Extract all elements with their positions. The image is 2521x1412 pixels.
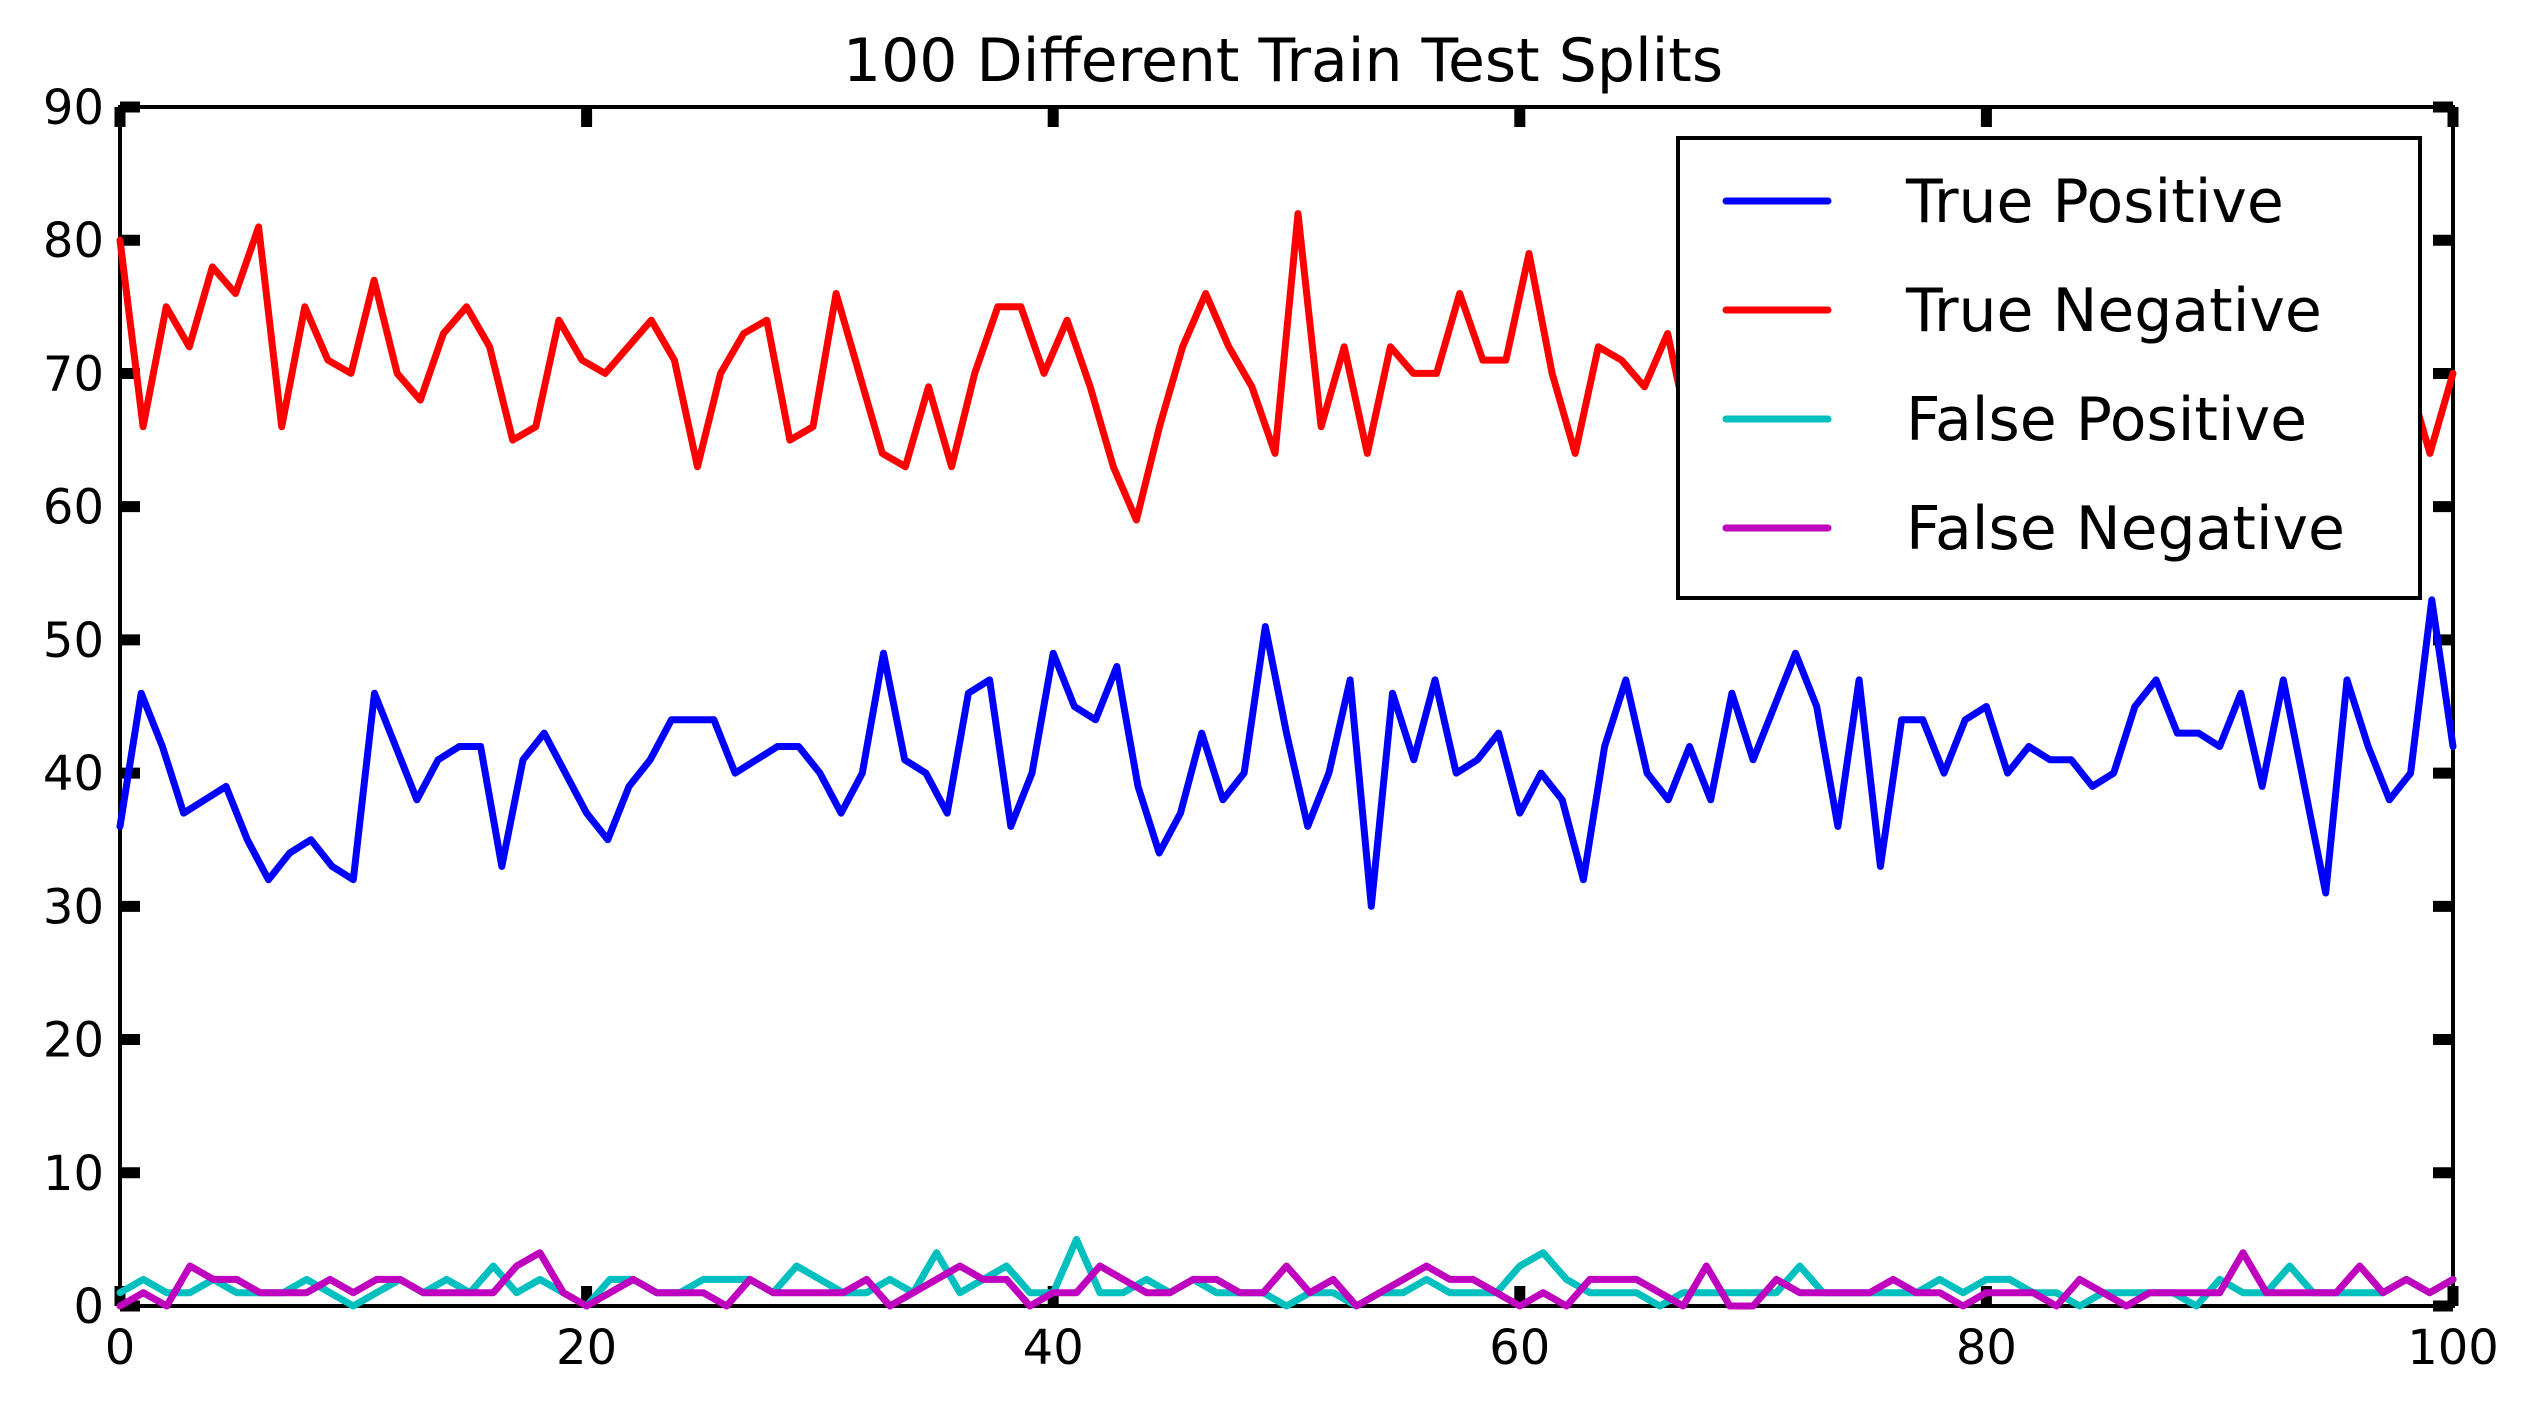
x-tick-label: 20 xyxy=(556,1320,617,1376)
legend: True Positive True Negative False Positive… xyxy=(1676,136,2422,600)
legend-box xyxy=(1676,136,2422,600)
x-tick-label: 40 xyxy=(1023,1320,1084,1376)
y-tick-label: 40 xyxy=(43,746,104,802)
x-tick-label: 60 xyxy=(1489,1320,1550,1376)
ticks-layer: 0 20 40 60 80 100 0 10 20 30 40 50 60 70 80 90 xyxy=(43,80,2499,1376)
y-tick-label: 20 xyxy=(43,1013,104,1069)
y-tick-label: 50 xyxy=(43,613,104,669)
legend-label: False Positive xyxy=(1906,385,2307,455)
x-tick-label: 80 xyxy=(1956,1320,2017,1376)
y-tick-label: 30 xyxy=(43,879,104,935)
y-tick-label: 70 xyxy=(43,346,104,402)
x-tick-label: 100 xyxy=(2407,1320,2499,1376)
y-tick-label: 60 xyxy=(43,480,104,536)
y-tick-label: 90 xyxy=(43,80,104,136)
legend-items: True Positive True Negative False Positive… xyxy=(1722,167,2345,564)
x-tick-label: 0 xyxy=(105,1320,136,1376)
legend-label: True Negative xyxy=(1905,276,2322,346)
y-tick-label: 0 xyxy=(73,1279,104,1335)
legend-label: False Negative xyxy=(1906,494,2345,564)
y-tick-label: 10 xyxy=(43,1146,104,1202)
y-tick-label: 80 xyxy=(43,213,104,269)
chart-title: 100 Different Train Test Splits xyxy=(843,26,1723,96)
series-line-false-negative xyxy=(116,1249,2457,1310)
legend-label: True Positive xyxy=(1905,167,2284,237)
series-line-true-positive xyxy=(116,596,2457,910)
